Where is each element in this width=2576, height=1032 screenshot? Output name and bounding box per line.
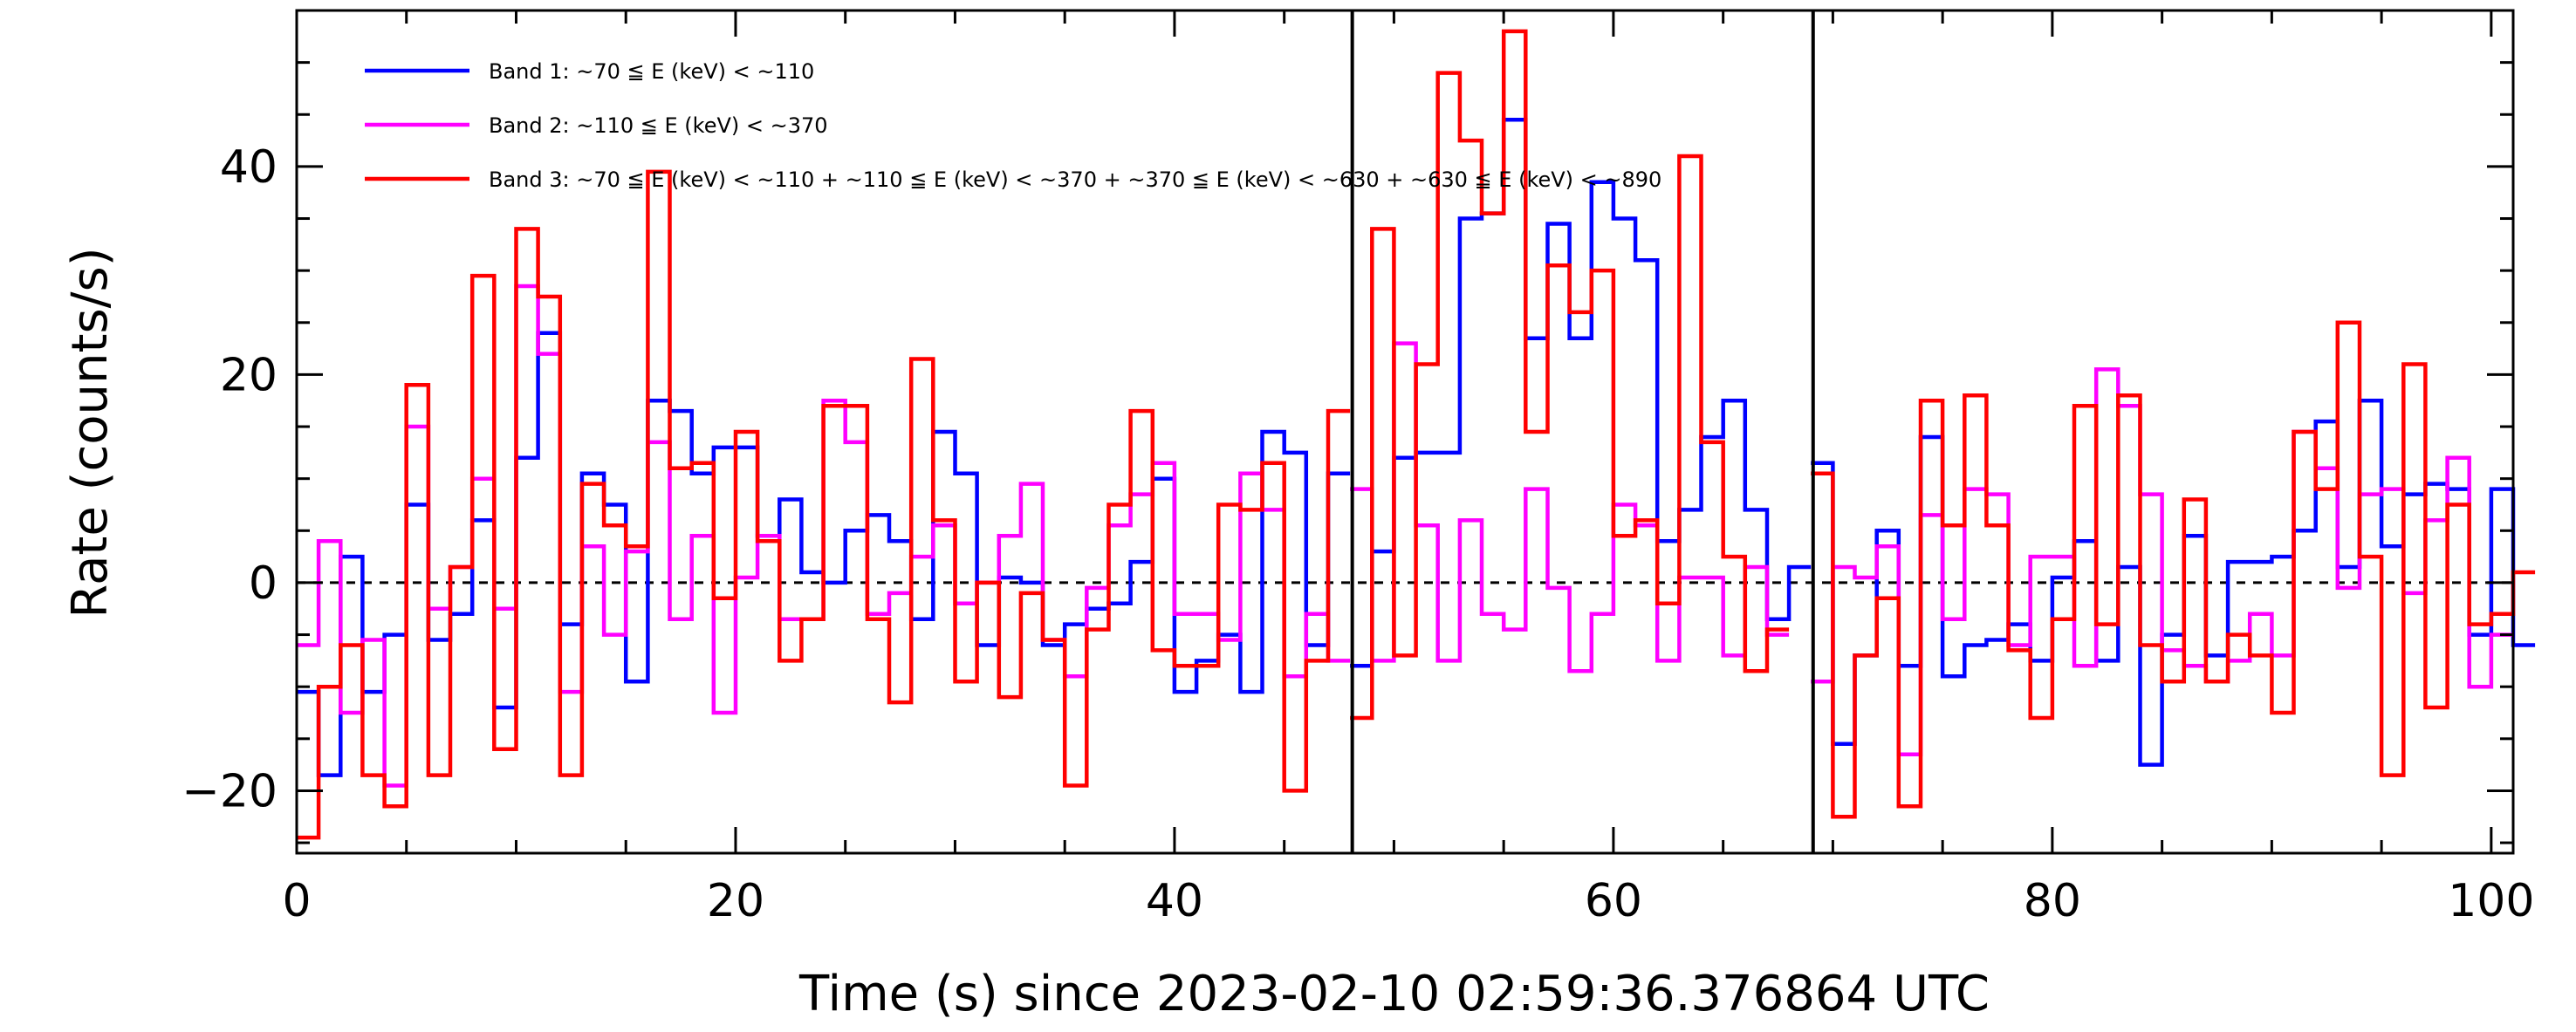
x-axis-label: Time (s) since 2023-02-10 02:59:36.37686… [798,966,1990,1022]
series-2-segment-2 [1350,341,1790,673]
axes-layer: 0 20 40 60 80 100 −20 0 20 40 [182,9,2534,927]
legend-label-band-2: Band 2: ~110 ≦ E (keV) < ~370 [489,113,828,138]
x-tick-label: 60 [1585,875,1642,927]
legend-label-band-1: Band 1: ~70 ≦ E (keV) < ~110 [489,59,814,84]
x-tick-label: 100 [2448,875,2534,927]
series-3-segment-1 [297,169,1351,840]
plot-frame [295,9,2515,855]
y-axis-label: Rate (counts/s) [62,247,119,618]
x-tick-label: 0 [282,875,311,927]
series-3-segment-2 [1350,29,1790,721]
series-layer [297,29,2536,840]
x-tick-label: 40 [1146,875,1203,927]
legend: Band 1: ~70 ≦ E (keV) < ~110 Band 2: ~110… [365,59,1661,192]
y-tick-label: 40 [220,141,277,194]
x-tick-label: 20 [707,875,764,927]
y-tick-label: −20 [182,765,277,817]
x-tick-label: 80 [2024,875,2081,927]
y-tick-label: 20 [220,349,277,401]
y-tick-label: 0 [249,557,277,610]
series-3-segment-3 [1811,320,2536,819]
vertical-lines-layer [1350,10,1815,853]
legend-label-band-3: Band 3: ~70 ≦ E (keV) < ~110 + ~110 ≦ E … [489,167,1661,192]
series-1-segment-2 [1350,117,1812,668]
